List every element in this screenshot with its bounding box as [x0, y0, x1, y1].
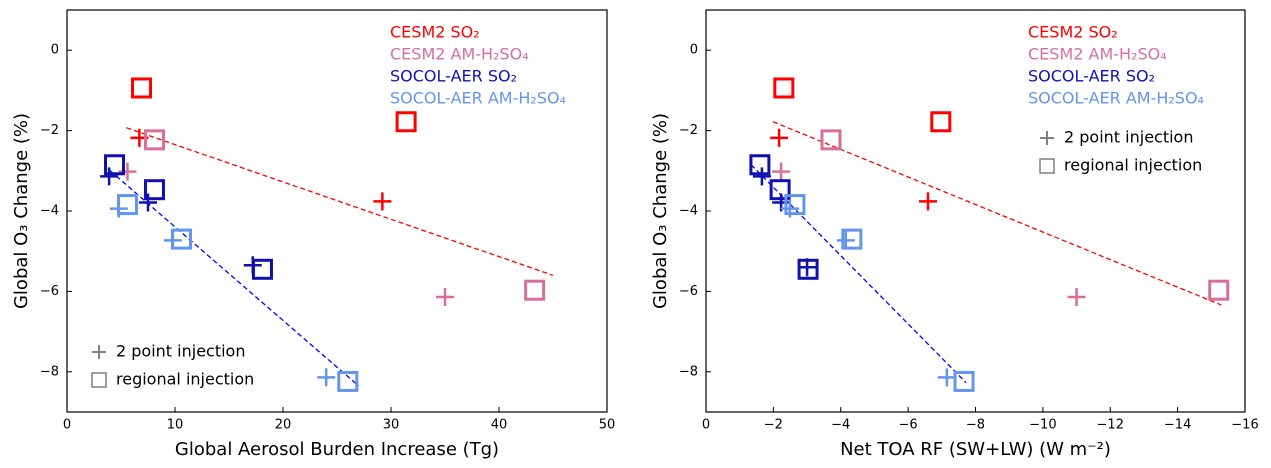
legend-label: CESM2 SO₂ [390, 23, 480, 42]
legend-label: SOCOL-AER AM-H₂SO₄ [390, 89, 566, 108]
square-marker [524, 279, 546, 301]
x-tick-label: 50 [599, 418, 616, 433]
plus-marker [836, 231, 855, 250]
x-tick-label: −8 [966, 418, 985, 433]
legend-label: SOCOL-AER SO₂ [390, 67, 517, 86]
y-tick-label: −4 [679, 204, 698, 219]
x-tick-label: −14 [1164, 418, 1191, 433]
y-axis-label: Global O₃ Change (%) [11, 113, 32, 309]
plus-marker [770, 128, 789, 147]
x-tick-label: 20 [275, 418, 292, 433]
plus-marker [937, 368, 956, 387]
square-marker [1208, 279, 1230, 301]
y-tick-label: −4 [40, 204, 59, 219]
plus-marker [752, 167, 771, 186]
fit-line [109, 170, 360, 387]
square-marker [143, 129, 165, 151]
plus-marker [1067, 288, 1086, 307]
square-marker [749, 154, 771, 176]
square-marker [841, 228, 863, 250]
legend-label: SOCOL-AER SO₂ [1028, 67, 1155, 86]
x-tick-label: −6 [899, 418, 918, 433]
square-marker [784, 194, 806, 216]
legend-label: CESM2 AM-H₂SO₄ [1028, 45, 1167, 64]
plus-marker [139, 193, 157, 212]
square-marker [953, 370, 975, 392]
square-marker [143, 179, 165, 201]
x-tick-label: 0 [63, 418, 71, 433]
legend-label: 2 point injection [1064, 128, 1193, 147]
square-marker [337, 370, 359, 392]
square-marker [131, 77, 153, 99]
square-marker [395, 111, 417, 133]
y-tick-label: −2 [40, 123, 59, 138]
x-axis-label: Net TOA RF (SW+LW) (W m⁻²) [840, 439, 1111, 460]
plus-marker [436, 288, 454, 307]
square-marker [170, 228, 192, 250]
plus-marker [373, 192, 392, 211]
legend-label: regional injection [1064, 156, 1202, 175]
x-tick-label: −4 [831, 418, 850, 433]
legend-marker [91, 372, 107, 388]
plus-marker [118, 162, 137, 181]
plot-frame [705, 9, 1246, 413]
square-marker [820, 129, 842, 151]
square-marker [773, 77, 795, 99]
plus-marker [919, 192, 938, 211]
square-marker [797, 258, 819, 280]
x-tick-label: −10 [1029, 418, 1056, 433]
plot-frame [66, 9, 608, 413]
x-tick-label: −16 [1231, 418, 1258, 433]
plus-marker [100, 167, 119, 186]
plus-marker [772, 162, 791, 181]
x-tick-label: −2 [764, 418, 783, 433]
y-tick-label: −6 [40, 284, 59, 299]
y-tick-label: −8 [679, 364, 698, 379]
y-tick-label: −2 [679, 123, 698, 138]
x-tick-label: 40 [491, 418, 508, 433]
square-marker [251, 258, 273, 280]
x-axis-label: Global Aerosol Burden Increase (Tg) [175, 439, 499, 460]
y-axis-label: Global O₃ Change (%) [650, 113, 671, 309]
legend-marker [1040, 131, 1054, 145]
fit-line [772, 121, 1222, 306]
y-tick-label: −8 [40, 364, 59, 379]
plus-marker [317, 368, 336, 387]
x-tick-label: 10 [167, 418, 184, 433]
x-tick-label: 0 [702, 418, 710, 433]
legend-label: CESM2 AM-H₂SO₄ [390, 45, 529, 64]
legend-label: regional injection [116, 370, 254, 389]
x-tick-label: −12 [1097, 418, 1124, 433]
y-tick-label: 0 [690, 43, 698, 58]
legend-label: CESM2 SO₂ [1028, 23, 1118, 42]
fit-line [126, 127, 554, 276]
y-tick-label: 0 [51, 43, 59, 58]
y-tick-label: −6 [679, 284, 698, 299]
square-marker [116, 194, 138, 216]
square-marker [769, 179, 791, 201]
legend-label: 2 point injection [116, 342, 245, 361]
legend-label: SOCOL-AER AM-H₂SO₄ [1028, 89, 1204, 108]
square-marker [104, 154, 126, 176]
legend-marker [92, 345, 106, 359]
square-marker [930, 111, 952, 133]
legend-marker [1039, 158, 1055, 174]
x-tick-label: 30 [383, 418, 400, 433]
